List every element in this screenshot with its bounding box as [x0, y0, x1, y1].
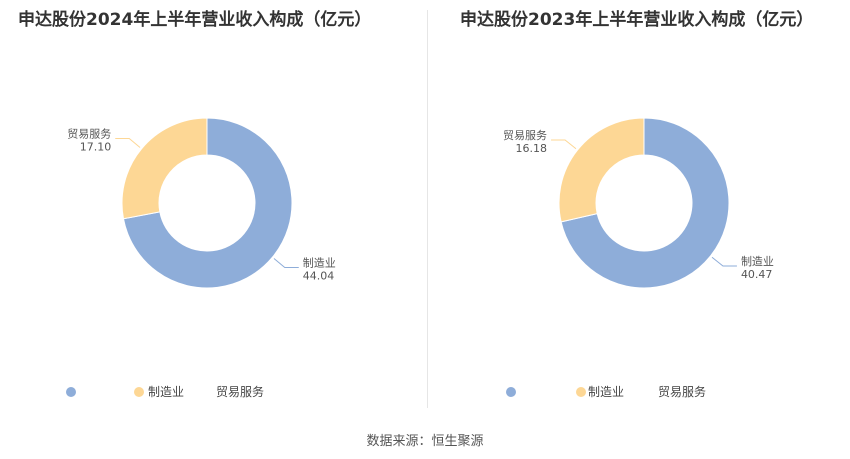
chart-title-2023: 申达股份2023年上半年营业收入构成（亿元） [460, 10, 814, 30]
leader-line-1 [115, 138, 141, 148]
donut-slice-1 [558, 117, 645, 223]
chart-title-2024: 申达股份2024年上半年营业收入构成（亿元） [18, 10, 372, 30]
slice-value-1: 16.18 [516, 142, 548, 155]
leader-line-0 [711, 256, 737, 267]
slice-value-0: 44.04 [303, 269, 335, 282]
slice-label-0: 制造业 [303, 255, 336, 269]
legend-label-1[interactable]: 贸易服务 [658, 384, 706, 399]
legend-marker-0 [66, 387, 76, 397]
legend-label-0[interactable]: 制造业 [588, 385, 624, 399]
legend-marker-0 [506, 387, 516, 397]
donut-slice-0 [560, 117, 730, 289]
panel-divider [427, 10, 428, 408]
slice-label-1: 贸易服务 [67, 128, 111, 141]
data-source: 数据来源：恒生聚源 [366, 434, 484, 449]
slice-value-0: 40.47 [741, 268, 773, 281]
slice-label-0: 制造业 [741, 254, 774, 268]
leader-line-0 [273, 258, 299, 268]
slice-label-1: 贸易服务 [503, 129, 547, 142]
legend-label-0[interactable]: 制造业 [148, 385, 184, 399]
slice-value-1: 17.10 [80, 141, 112, 154]
chart-panel-2024: 申达股份2024年上半年营业收入构成（亿元） 制造业 44.04 贸易服务 17.10… [0, 0, 425, 420]
legend-label-1[interactable]: 贸易服务 [216, 384, 264, 399]
leader-line-1 [551, 139, 577, 150]
donut-slice-0 [122, 117, 293, 289]
chart-panel-2023: 申达股份2023年上半年营业收入构成（亿元） 制造业 40.47 贸易服务 16.18… [428, 0, 850, 420]
donut-slice-1 [121, 117, 208, 220]
legend-marker-1 [134, 387, 144, 397]
legend-marker-1 [576, 387, 586, 397]
